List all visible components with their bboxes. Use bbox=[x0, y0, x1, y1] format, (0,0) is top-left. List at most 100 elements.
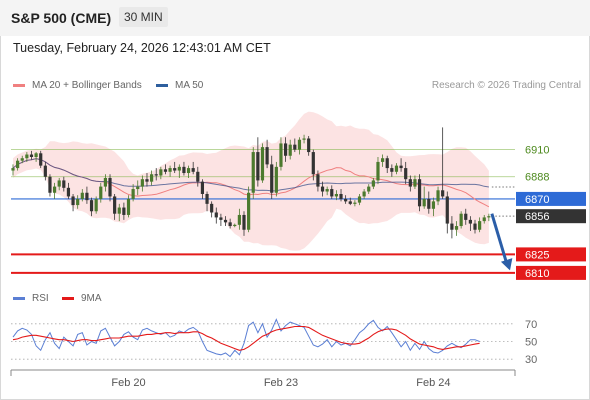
candle-body bbox=[48, 176, 52, 193]
legend-9ma: 9MA bbox=[62, 293, 102, 304]
support-label-6825: 6825 bbox=[525, 249, 549, 261]
candle-body bbox=[445, 196, 449, 224]
chart-timestamp: Tuesday, February 24, 2026 12:43:01 AM C… bbox=[13, 41, 271, 55]
candle-body bbox=[43, 165, 47, 177]
candle-body bbox=[186, 168, 191, 174]
candle-body bbox=[413, 179, 417, 187]
candle-body bbox=[399, 165, 403, 169]
candle-body bbox=[487, 216, 491, 218]
x-tick-label: Feb 24 bbox=[416, 377, 450, 389]
legend-ma50-swatch bbox=[156, 84, 168, 87]
instrument-title: S&P 500 (CME) bbox=[11, 10, 112, 26]
candle-body bbox=[154, 174, 158, 176]
candle-body bbox=[381, 158, 385, 162]
candle-body bbox=[394, 165, 399, 172]
rsi-tick-label-30: 30 bbox=[525, 354, 537, 366]
legend-9ma-label: 9MA bbox=[81, 293, 102, 304]
candle-body bbox=[441, 190, 445, 197]
candle-body bbox=[468, 219, 472, 224]
candle-body bbox=[159, 169, 163, 176]
bollinger-band bbox=[13, 111, 489, 251]
pivot-badge bbox=[516, 191, 586, 206]
candle-body bbox=[367, 186, 371, 192]
candle-body bbox=[94, 198, 98, 212]
candle-body bbox=[103, 177, 107, 187]
candle-body bbox=[362, 191, 366, 197]
candle-body bbox=[25, 154, 29, 159]
legend-rsi-label: RSI bbox=[32, 293, 49, 304]
legend-rsi: RSI bbox=[13, 293, 49, 304]
timeframe-badge[interactable]: 30 MIN bbox=[119, 7, 168, 27]
pivot-label: 6870 bbox=[525, 194, 549, 206]
candle-body bbox=[108, 177, 112, 197]
candle-body bbox=[57, 180, 61, 187]
candle-body bbox=[454, 226, 459, 230]
forecast-arrow-shaft bbox=[490, 213, 509, 265]
candle-body bbox=[422, 198, 426, 207]
candle-body bbox=[71, 196, 75, 206]
candle-body bbox=[478, 221, 482, 230]
resistance-label-6910: 6910 bbox=[525, 145, 549, 157]
copyright-notice: Research © 2026 Trading Central bbox=[431, 80, 581, 91]
legend-ma20-swatch bbox=[13, 84, 25, 87]
candle-body bbox=[140, 179, 144, 187]
support-badge-6810 bbox=[516, 265, 586, 280]
candle-body bbox=[330, 189, 334, 197]
legend-rsi-swatch bbox=[13, 297, 25, 300]
candle-body bbox=[473, 223, 477, 230]
candle-body bbox=[177, 166, 181, 171]
candle-body bbox=[320, 186, 325, 192]
candle-body bbox=[85, 192, 89, 201]
candle-body bbox=[431, 201, 436, 209]
candle-body bbox=[247, 192, 251, 230]
candle-body bbox=[223, 219, 228, 223]
candle-body bbox=[233, 224, 237, 227]
candle-body bbox=[113, 196, 117, 214]
candle-body bbox=[11, 168, 15, 171]
candle-body bbox=[122, 207, 126, 215]
candle-body bbox=[339, 193, 343, 199]
candle-body bbox=[325, 189, 329, 192]
candle-body bbox=[297, 139, 302, 150]
legend-ma20-bollinger: MA 20 + Bollinger Bands bbox=[13, 80, 142, 91]
candle-body bbox=[163, 169, 168, 172]
candle-body bbox=[408, 179, 412, 187]
candle-body bbox=[205, 193, 209, 204]
candle-body bbox=[99, 186, 103, 199]
candle-body bbox=[150, 174, 154, 182]
candle-body bbox=[39, 153, 43, 166]
candle-body bbox=[270, 164, 274, 193]
last-price-label: 6856 bbox=[525, 211, 549, 223]
candle-body bbox=[459, 213, 463, 227]
candle-body bbox=[242, 214, 246, 230]
candle-body bbox=[214, 212, 218, 218]
candle-body bbox=[20, 158, 24, 161]
support-label-6810: 6810 bbox=[525, 268, 549, 280]
candle-body bbox=[196, 171, 200, 182]
forecast-arrow-head bbox=[500, 258, 513, 271]
candle-body bbox=[237, 214, 241, 225]
candle-body bbox=[376, 161, 380, 181]
candle-body bbox=[464, 213, 468, 220]
candle-body bbox=[29, 154, 34, 157]
candle-body bbox=[288, 144, 292, 156]
rsi-9ma-line bbox=[12, 325, 480, 351]
candle-body bbox=[293, 144, 297, 150]
candle-body bbox=[62, 180, 66, 188]
candle-body bbox=[76, 198, 80, 206]
chart-header: S&P 500 (CME) 30 MIN bbox=[0, 0, 590, 36]
candle-body bbox=[89, 200, 94, 212]
candle-body bbox=[52, 186, 57, 193]
candle-body bbox=[173, 168, 177, 171]
legend-ma50-label: MA 50 bbox=[175, 80, 204, 91]
candle-body bbox=[371, 180, 375, 187]
candle-body bbox=[251, 152, 255, 193]
candle-body bbox=[482, 217, 486, 222]
support-badge-6825 bbox=[516, 247, 586, 262]
candle-body bbox=[436, 190, 440, 202]
candle-body bbox=[279, 143, 283, 167]
candle-body bbox=[16, 160, 20, 169]
candle-body bbox=[34, 153, 38, 157]
candle-body bbox=[274, 166, 278, 193]
